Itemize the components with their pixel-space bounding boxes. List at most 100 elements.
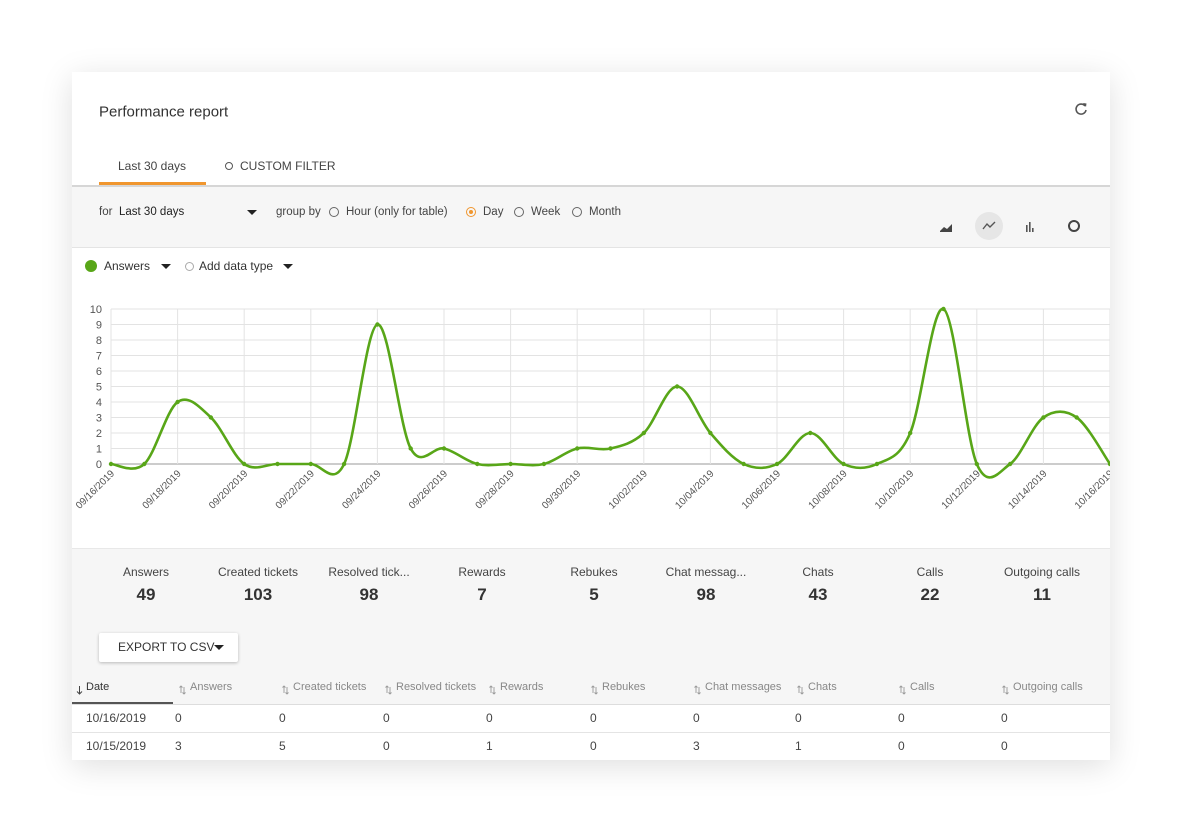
stat-label: Calls	[916, 565, 944, 579]
tab[interactable]: CUSTOM FILTER	[240, 159, 336, 173]
data-point	[874, 461, 880, 467]
data-point	[608, 446, 613, 451]
data-point	[142, 461, 147, 467]
for-label: for	[99, 206, 113, 218]
stat-value: 98	[359, 585, 379, 604]
row-border	[72, 704, 1110, 705]
data-point	[808, 430, 813, 436]
add-data-type[interactable]: Add data type	[199, 259, 274, 273]
column-header[interactable]: Chat messages	[705, 681, 782, 693]
data-point	[375, 322, 380, 327]
add-type-radio[interactable]	[185, 262, 194, 271]
y-tick-label: 6	[96, 366, 102, 378]
tab-divider	[72, 185, 1110, 187]
data-point	[275, 461, 280, 467]
x-tick-label: 09/20/2019	[207, 468, 250, 511]
stat-label: Answers	[122, 565, 170, 579]
stat-value: 22	[920, 585, 940, 604]
refresh-icon[interactable]	[1074, 102, 1088, 116]
legend-check[interactable]	[85, 260, 97, 272]
table-cell: 0	[383, 739, 390, 753]
x-tick-label: 10/12/2019	[940, 468, 983, 511]
data-point	[941, 306, 946, 312]
group-option[interactable]: Day	[483, 206, 504, 218]
radio-dot	[469, 210, 473, 214]
sort-underline	[72, 702, 173, 704]
column-header[interactable]: Rebukes	[602, 681, 646, 693]
stat-value: 98	[696, 585, 716, 604]
export-label[interactable]: EXPORT TO CSV	[118, 640, 215, 654]
column-header[interactable]: Rewards	[500, 681, 544, 693]
stat-value: 5	[589, 585, 599, 604]
column-header[interactable]: Answers	[190, 681, 233, 693]
stat-label: Resolved tick...	[328, 565, 410, 579]
x-tick-label: 10/14/2019	[1006, 468, 1049, 511]
table-cell: 1	[795, 739, 802, 753]
column-header[interactable]: Created tickets	[293, 681, 367, 693]
stat-label: Chat messag...	[665, 565, 747, 579]
data-point	[475, 461, 480, 467]
sort-icon	[488, 682, 497, 695]
table-head-area	[72, 624, 1110, 704]
sort-icon	[796, 682, 805, 695]
chart-type-icons[interactable]	[934, 212, 1094, 240]
y-tick-label: 8	[96, 335, 102, 347]
data-point	[408, 446, 413, 451]
page-title: Performance report	[99, 103, 229, 121]
column-header[interactable]: Calls	[910, 681, 935, 693]
y-tick-label: 5	[96, 382, 102, 394]
sort-icon	[384, 682, 393, 695]
row-border	[72, 732, 1110, 733]
data-point	[674, 384, 680, 389]
sort-icon	[693, 682, 702, 695]
sort-icon	[178, 682, 187, 695]
x-tick-label: 10/16/2019	[1073, 468, 1110, 511]
x-tick-label: 10/02/2019	[607, 468, 650, 511]
group-option[interactable]: Hour (only for table)	[346, 206, 448, 218]
data-point	[242, 461, 247, 467]
column-header[interactable]: Date	[86, 681, 110, 693]
group-option[interactable]: Week	[531, 206, 561, 218]
x-tick-label: 10/06/2019	[740, 468, 783, 511]
stat-label: Outgoing calls	[1003, 565, 1081, 579]
line-chart: 0 1 2 3 4 5 6 7 8 9 10 09/16/2019 09/18/2019 09/20/20…	[74, 304, 1110, 512]
radio[interactable]	[466, 207, 476, 217]
group-option[interactable]: Month	[589, 206, 621, 218]
data-point	[308, 461, 313, 467]
table-cell: 0	[383, 711, 390, 725]
stat-value: 103	[243, 585, 273, 604]
sort-icon	[898, 682, 907, 695]
tab-underline	[99, 182, 206, 185]
table-cell: 0	[279, 711, 286, 725]
sort-icon	[75, 682, 84, 695]
legend-label[interactable]: Answers	[104, 259, 151, 273]
data-point	[175, 399, 180, 405]
table-cell: 0	[1001, 739, 1008, 753]
sort-icon	[1001, 682, 1010, 695]
radio[interactable]	[572, 207, 582, 217]
data-point	[908, 430, 913, 436]
y-tick-label: 9	[96, 320, 102, 332]
column-header[interactable]: Resolved tickets	[396, 681, 477, 693]
filter-icon	[225, 162, 233, 170]
y-tick-label: 0	[96, 459, 102, 471]
sort-icon	[281, 682, 290, 695]
y-tick-label: 1	[96, 444, 102, 456]
period-select[interactable]: Last 30 days	[119, 206, 185, 218]
data-point	[508, 461, 513, 467]
data-point	[108, 461, 114, 467]
radio[interactable]	[514, 207, 524, 217]
stat-label: Rewards	[458, 565, 506, 579]
column-header[interactable]: Outgoing calls	[1013, 681, 1083, 693]
stat-value: 7	[477, 585, 487, 604]
x-tick-label: 10/08/2019	[807, 468, 850, 511]
x-tick-label: 09/26/2019	[407, 468, 450, 511]
column-header[interactable]: Chats	[808, 681, 837, 693]
radio[interactable]	[329, 207, 339, 217]
stat-label: Rebukes	[570, 565, 618, 579]
data-point	[575, 446, 580, 451]
tab[interactable]: Last 30 days	[117, 159, 187, 173]
x-tick-label: 09/22/2019	[274, 468, 317, 511]
table-cell: 0	[898, 711, 905, 725]
